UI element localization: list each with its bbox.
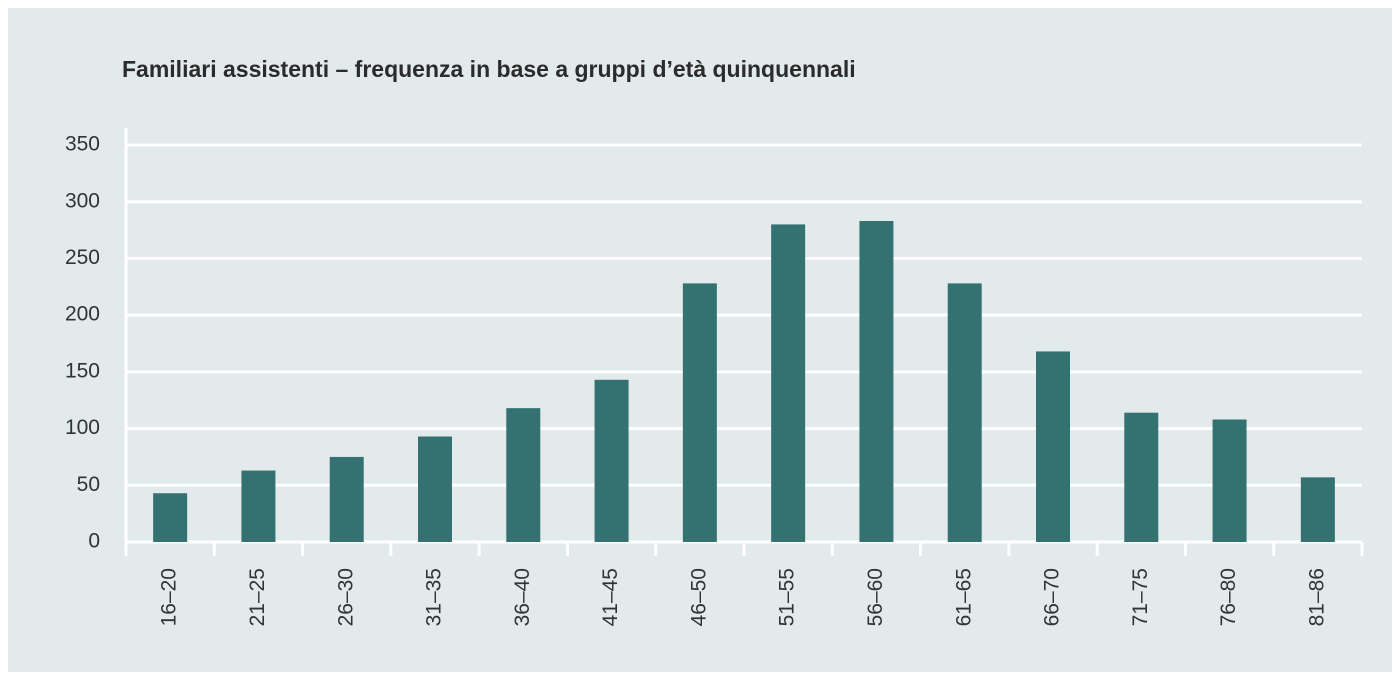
bar bbox=[682, 283, 717, 542]
y-tick-label: 100 bbox=[65, 416, 100, 439]
x-tick-label: 46–50 bbox=[687, 568, 710, 626]
x-tick-label: 61–65 bbox=[952, 568, 975, 626]
x-tick-label: 66–70 bbox=[1041, 568, 1064, 626]
bar bbox=[1212, 419, 1247, 542]
bar bbox=[506, 408, 541, 542]
x-tick-label: 21–25 bbox=[246, 568, 269, 626]
x-tick-label: 81–86 bbox=[1305, 568, 1328, 626]
bar bbox=[1036, 351, 1070, 542]
x-tick-label: 56–60 bbox=[864, 568, 887, 626]
bar bbox=[153, 493, 188, 542]
bar bbox=[329, 456, 364, 542]
x-tick-label: 76–80 bbox=[1217, 568, 1240, 626]
y-tick-label: 200 bbox=[65, 303, 100, 326]
bar bbox=[1300, 477, 1335, 542]
y-tick-label: 300 bbox=[65, 189, 100, 212]
bar bbox=[859, 220, 894, 543]
bar bbox=[418, 436, 452, 542]
bar bbox=[771, 224, 806, 542]
bar bbox=[594, 379, 629, 542]
x-tick-label: 16–20 bbox=[158, 568, 181, 626]
bar bbox=[1124, 412, 1159, 542]
chart-title: Familiari assistenti – frequenza in base… bbox=[122, 56, 856, 82]
bar bbox=[241, 470, 276, 542]
y-tick-label: 350 bbox=[65, 133, 100, 156]
x-tick-label: 51–55 bbox=[776, 568, 799, 626]
x-tick-label: 31–35 bbox=[423, 568, 446, 626]
y-tick-label: 150 bbox=[65, 359, 100, 382]
x-tick-label: 36–40 bbox=[511, 568, 534, 626]
y-tick-label: 250 bbox=[65, 246, 100, 269]
y-tick-label: 0 bbox=[88, 530, 100, 553]
bar bbox=[947, 283, 982, 542]
y-tick-label: 50 bbox=[77, 473, 100, 496]
x-tick-label: 71–75 bbox=[1129, 568, 1152, 626]
x-tick-label: 41–45 bbox=[599, 568, 622, 626]
x-tick-label: 26–30 bbox=[334, 568, 357, 626]
